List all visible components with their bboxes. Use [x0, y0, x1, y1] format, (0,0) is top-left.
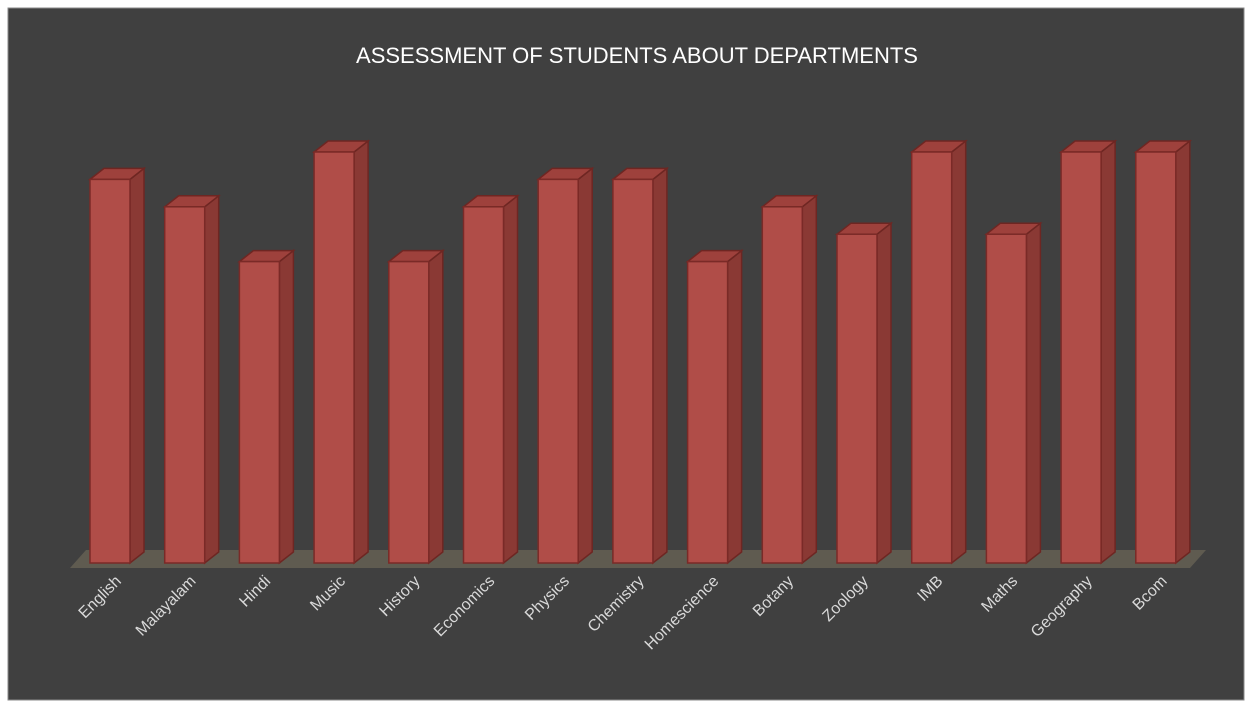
bar	[238, 260, 281, 564]
bar	[1060, 151, 1102, 564]
bar	[313, 151, 355, 564]
chart-title: ASSESSMENT OF STUDENTS ABOUT DEPARTMENTS	[356, 43, 918, 68]
bar	[836, 233, 878, 564]
bar	[612, 178, 654, 564]
bar-side	[353, 139, 369, 565]
bar-side	[950, 139, 967, 565]
bar	[462, 206, 505, 564]
bar-side	[428, 249, 444, 565]
bar-side	[652, 166, 668, 565]
bar-side	[129, 166, 145, 565]
bar-side	[577, 166, 593, 565]
bar	[163, 206, 206, 564]
bar-side	[876, 221, 892, 565]
bar	[761, 206, 804, 564]
bar	[388, 260, 430, 564]
bar	[537, 178, 579, 564]
bar	[1135, 151, 1177, 564]
bar-side	[278, 249, 295, 565]
bar-side	[801, 194, 818, 565]
bar-side	[1025, 221, 1042, 565]
bar-side	[726, 249, 743, 565]
bar-side	[1175, 139, 1191, 565]
bar	[985, 233, 1028, 564]
bar-side	[203, 194, 220, 565]
bar	[686, 260, 729, 564]
bar	[89, 178, 131, 564]
bar	[910, 151, 953, 564]
bar-side	[502, 194, 519, 565]
bar-side	[1100, 139, 1116, 565]
